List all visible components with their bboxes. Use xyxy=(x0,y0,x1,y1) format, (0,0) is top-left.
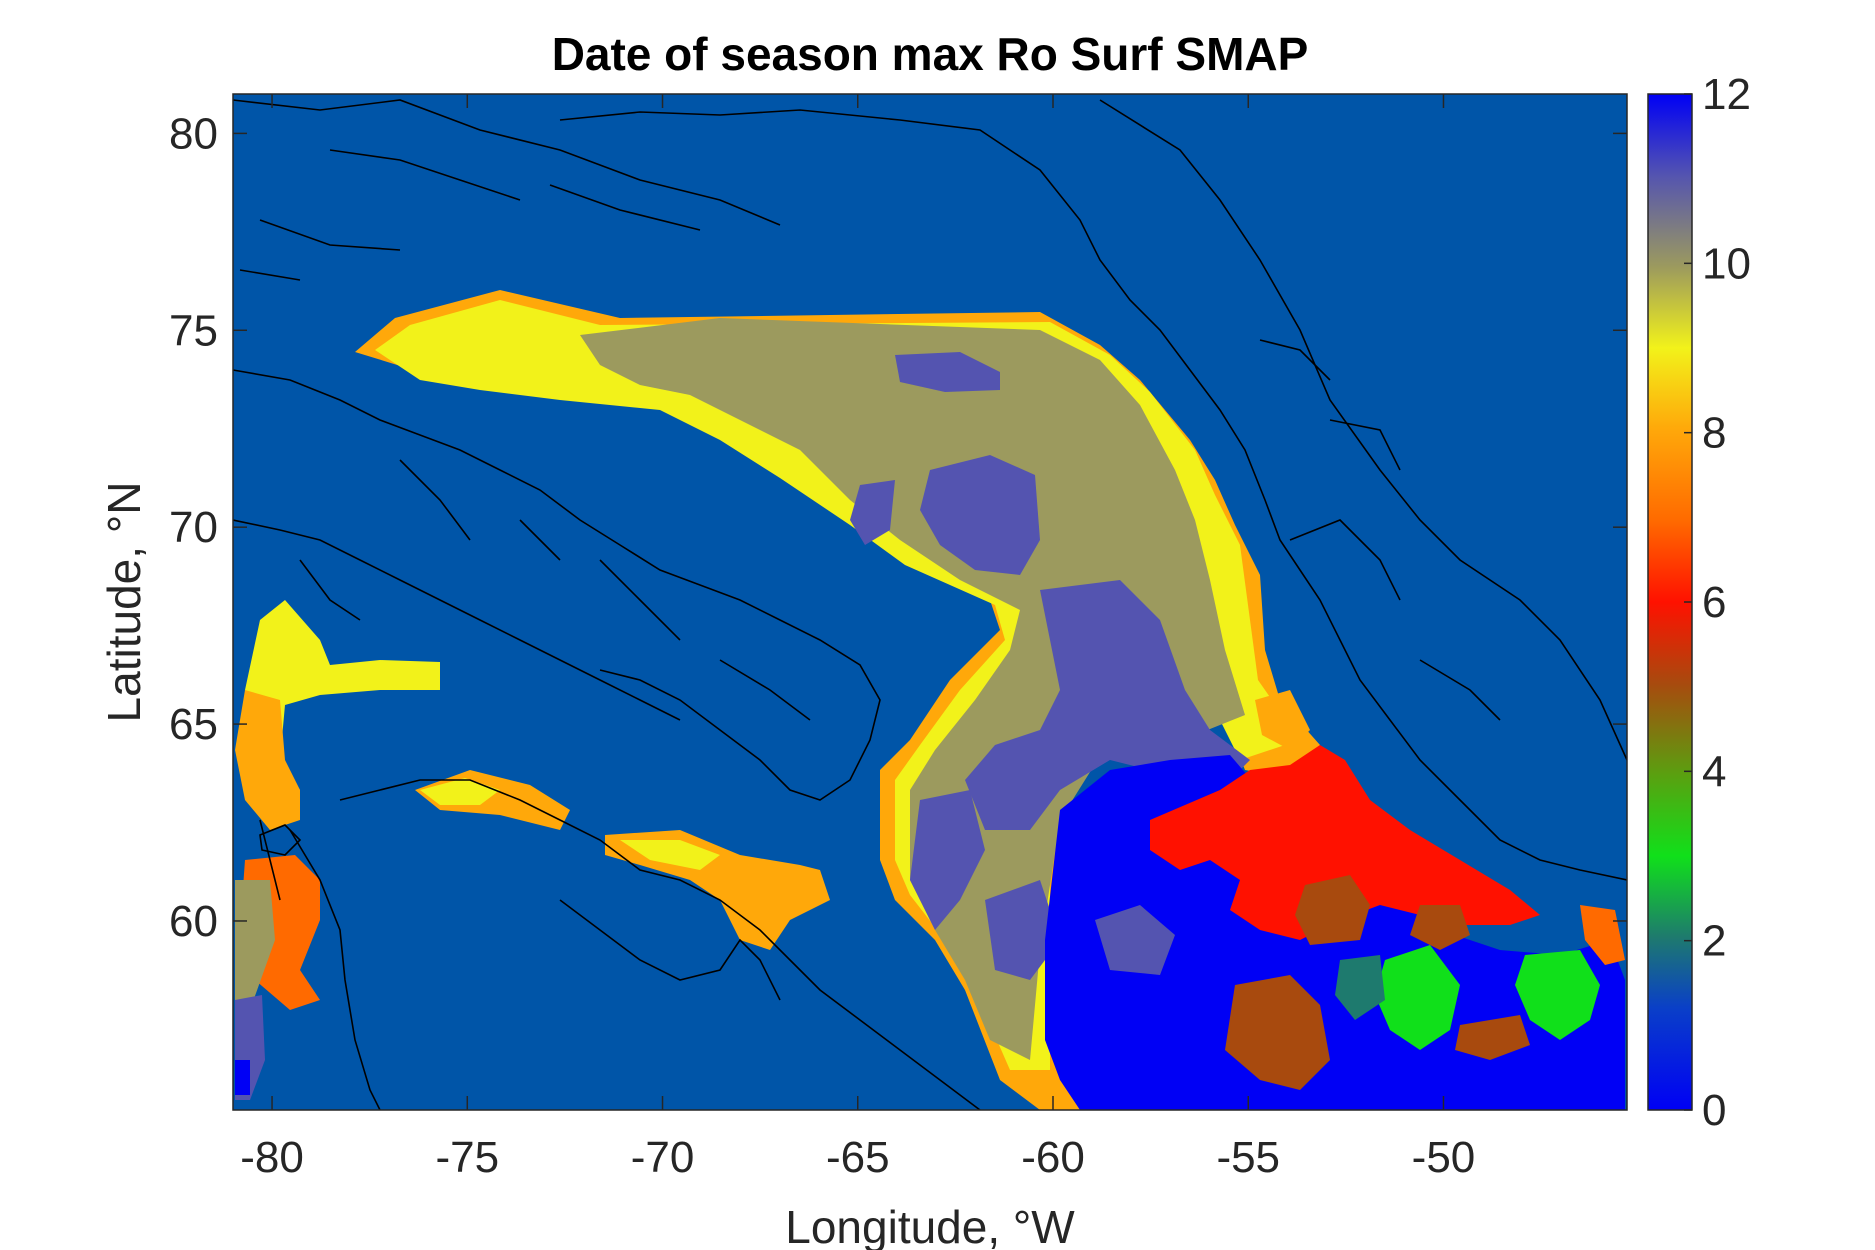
x-tick-label: -80 xyxy=(240,1133,304,1182)
coastline-baffin-island xyxy=(233,369,881,801)
coastline-greenland-fjords xyxy=(1259,339,1501,721)
y-tick-label: 60 xyxy=(169,897,218,946)
region-labrador-green-b xyxy=(1515,950,1600,1040)
region-baffin-slate-e xyxy=(910,790,985,930)
y-tick-label: 70 xyxy=(169,503,218,552)
region-foxe-orange xyxy=(235,690,300,830)
region-labrador-brown-c xyxy=(1410,905,1470,950)
x-tick-label: -65 xyxy=(826,1133,890,1182)
coastline-labrador xyxy=(339,779,981,1110)
region-labrador-green-a xyxy=(1375,945,1460,1050)
y-axis-label: Latitude, °N xyxy=(98,482,150,723)
colorbar-ticks: 0 2 4 6 8 10 12 xyxy=(1684,70,1751,1135)
y-axis-ticks: 60 65 70 75 80 xyxy=(169,109,1627,946)
colorbar-tick-label: 6 xyxy=(1702,578,1726,627)
coastline-greenland-inner xyxy=(1099,99,1627,761)
y-tick-label: 75 xyxy=(169,306,218,355)
chart-title: Date of season max Ro Surf SMAP xyxy=(552,28,1309,80)
region-baffin-slate-c xyxy=(850,480,895,545)
colorbar-tick-label: 2 xyxy=(1702,917,1726,966)
region-hudson-strait-band-b-yellow xyxy=(620,840,720,870)
x-tick-label: -55 xyxy=(1216,1133,1280,1182)
region-labrador-brown-a xyxy=(1295,875,1370,945)
region-baffin-olive xyxy=(580,318,1245,1060)
region-labrador-slate-inner xyxy=(1095,905,1175,975)
plot-area xyxy=(233,94,1627,1110)
x-tick-label: -70 xyxy=(631,1133,695,1182)
plot-frame xyxy=(232,93,1628,1111)
coastline-greenland xyxy=(559,109,1627,881)
colorbar-tick-label: 0 xyxy=(1702,1086,1726,1135)
region-hudson-east-blue xyxy=(235,1060,250,1095)
colorbar-tick-label: 8 xyxy=(1702,409,1726,458)
y-tick-label: 80 xyxy=(169,109,218,158)
colorbar-tick-label: 12 xyxy=(1702,70,1751,119)
coastline-arctic-islands xyxy=(233,99,781,281)
colorbar-tick-label: 10 xyxy=(1702,239,1751,288)
region-labrador-green-c xyxy=(1335,955,1385,1020)
region-labrador-brown-b xyxy=(1225,975,1330,1090)
region-greenland-slope-orange xyxy=(1255,690,1310,750)
coastlines xyxy=(233,99,1627,1110)
coastline-hudson-island xyxy=(259,824,302,856)
region-baffin-slate-a xyxy=(895,352,1000,392)
x-tick-label: -50 xyxy=(1412,1133,1476,1182)
region-labrador-brown-d xyxy=(1455,1015,1530,1060)
x-axis-ticks: -80 -75 -70 -65 -60 -55 -50 xyxy=(240,94,1475,1182)
x-axis-label: Longitude, °W xyxy=(785,1201,1075,1250)
x-tick-label: -75 xyxy=(435,1133,499,1182)
coastline-ungava xyxy=(559,899,781,1001)
region-labrador-red xyxy=(1150,745,1540,940)
region-labrador-se-strip xyxy=(1580,905,1625,965)
region-baffin-slate-f xyxy=(985,880,1060,980)
region-foxe-yellow xyxy=(245,600,440,820)
x-tick-label: -60 xyxy=(1021,1133,1085,1182)
coastline-baffin-inlets xyxy=(299,459,811,721)
region-baffin-slate-b xyxy=(920,455,1040,575)
y-tick-label: 65 xyxy=(169,700,218,749)
colorbar-tick-label: 4 xyxy=(1702,747,1726,796)
